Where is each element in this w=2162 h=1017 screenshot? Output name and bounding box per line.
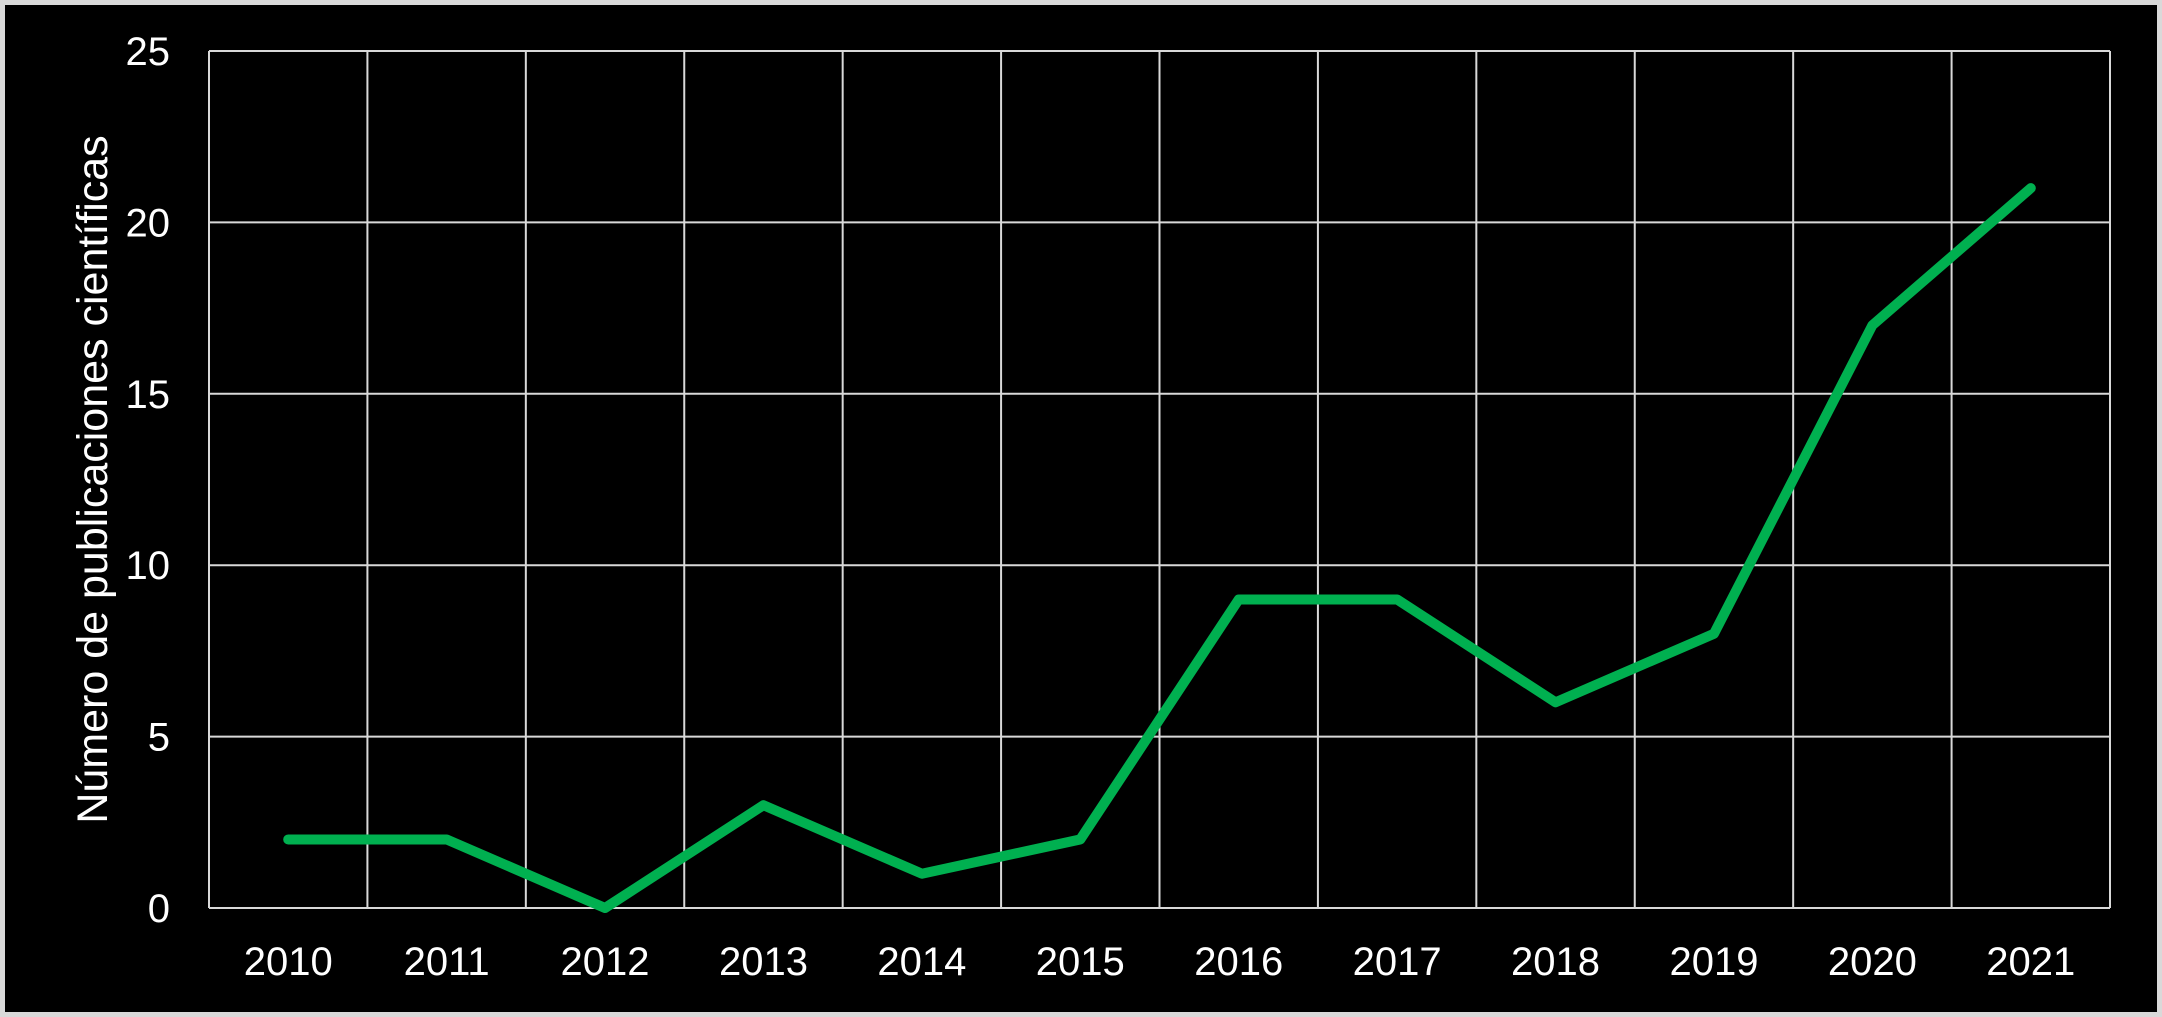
x-tick-label: 2014 xyxy=(877,940,966,984)
y-tick-label: 10 xyxy=(126,544,171,588)
x-tick-label: 2012 xyxy=(561,940,650,984)
y-tick-label: 5 xyxy=(148,716,170,760)
vertical-gridlines xyxy=(208,51,2111,908)
y-tick-label: 15 xyxy=(126,373,171,417)
y-tick-label: 20 xyxy=(126,201,171,245)
x-tick-label: 2010 xyxy=(244,940,333,984)
x-axis-category-labels: 2010 2011 2012 2013 2014 2015 2016 2017 2018 2019… xyxy=(244,940,2076,984)
y-axis-tick-labels: 0 5 10 15 20 25 xyxy=(126,30,171,931)
x-tick-label: 2015 xyxy=(1036,940,1125,984)
x-tick-label: 2013 xyxy=(719,940,808,984)
x-tick-label: 2011 xyxy=(404,940,490,984)
series-line-publications xyxy=(283,183,2036,913)
y-tick-label: 0 xyxy=(148,887,170,931)
x-tick-label: 2016 xyxy=(1194,940,1283,984)
horizontal-gridlines xyxy=(209,50,2110,909)
x-tick-label: 2017 xyxy=(1353,940,1442,984)
x-tick-label: 2020 xyxy=(1828,940,1917,984)
x-tick-label: 2021 xyxy=(1986,940,2075,984)
y-tick-label: 25 xyxy=(126,30,171,74)
x-tick-label: 2019 xyxy=(1669,940,1758,984)
x-tick-label: 2018 xyxy=(1511,940,1600,984)
y-axis-title: Número de publicaciones científicas xyxy=(69,135,117,823)
